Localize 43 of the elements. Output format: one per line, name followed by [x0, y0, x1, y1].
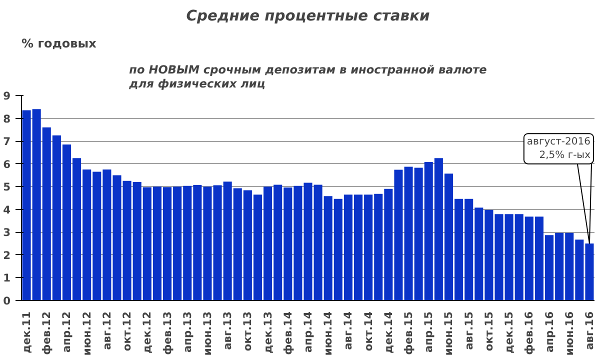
x-tick-label: авг.14: [342, 311, 355, 350]
y-tick-label: 8: [3, 112, 11, 126]
x-tick-label: июн.14: [322, 311, 335, 356]
x-tick-label: фев.13: [160, 312, 174, 355]
y-tick-label: 2: [3, 248, 11, 262]
y-axis-title: % годовых: [22, 36, 97, 50]
x-tick-label: дек.15: [502, 311, 516, 354]
x-tick-label: июн.16: [562, 311, 576, 356]
x-tick-label: окт.13: [241, 312, 254, 352]
y-tick-label: 1: [3, 272, 11, 285]
x-tick-label: дек.11: [20, 311, 34, 354]
x-tick-label: окт.12: [120, 312, 134, 352]
chart-title: Средние процентные ставки: [186, 8, 430, 24]
y-tick-label: 9: [3, 90, 11, 102]
x-tick-label: авг.12: [100, 311, 114, 350]
x-tick-label: апр.13: [180, 311, 194, 353]
x-tick-label: окт.15: [482, 312, 496, 352]
x-tick-label: дек.12: [140, 311, 154, 354]
y-tick-label: 7: [3, 135, 11, 148]
x-tick-label: апр.15: [422, 311, 436, 353]
x-tick-label: июн.12: [80, 311, 94, 356]
x-tick-label: апр.14: [302, 311, 314, 353]
x-tick-label: апр.16: [542, 311, 556, 353]
x-tick-label: авг.13: [221, 311, 234, 350]
x-tick-label: авг.15: [462, 311, 476, 350]
y-tick-label: 5: [3, 180, 11, 194]
x-tick-label: дек.14: [382, 311, 395, 354]
x-tick-label: июн.15: [442, 311, 456, 356]
x-tick-label: фев.14: [281, 312, 294, 355]
x-tick-label: фев.16: [522, 312, 536, 355]
x-tick-label: фев.12: [40, 312, 54, 355]
chart-subtitle: по НОВЫМ срочным депозитам в иностранной валюте для физических лиц: [128, 62, 488, 90]
y-tick-label: 0: [3, 294, 11, 308]
y-tick-label: 6: [3, 158, 11, 171]
y-tick-label: 4: [3, 203, 11, 216]
x-tick-label: авг.16: [582, 311, 596, 350]
x-tick-label: апр.12: [60, 311, 74, 353]
annotation: август-2016 2,5% г-ых: [526, 136, 591, 161]
y-tick-label: 3: [3, 226, 11, 240]
x-tick-label: дек.13: [261, 311, 274, 354]
x-tick-label: фев.15: [402, 312, 416, 355]
x-tick-label: окт.14: [362, 312, 375, 352]
x-tick-label: июн.13: [200, 311, 214, 356]
